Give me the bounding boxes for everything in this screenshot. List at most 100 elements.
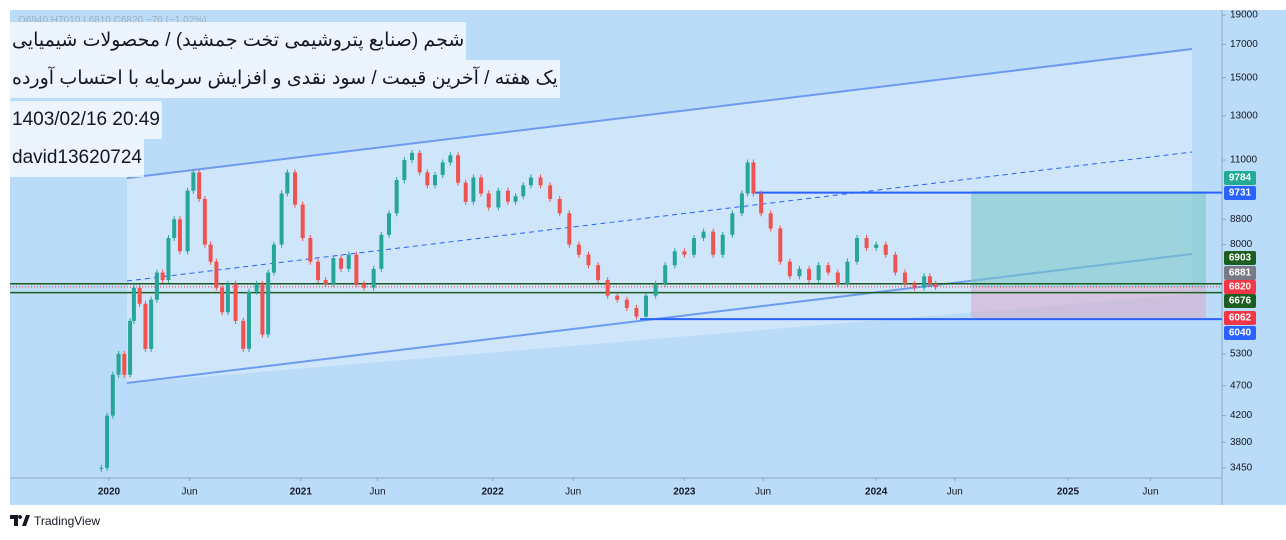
candle: [778, 228, 783, 262]
candle: [751, 162, 756, 194]
candle: [154, 272, 159, 300]
candle: [745, 162, 750, 194]
price-label-box: [1224, 311, 1256, 325]
x-tick-label: 2022: [481, 487, 504, 498]
price-label: 6820: [1229, 282, 1252, 293]
candle: [160, 272, 165, 281]
candle: [653, 283, 658, 296]
candle: [682, 251, 687, 255]
candle: [739, 193, 744, 214]
title: شجم (صنایع پتروشیمی تخت جمشید) / محصولات…: [10, 22, 467, 60]
y-tick-label: 17000: [1230, 39, 1258, 50]
candle: [557, 198, 562, 214]
y-tick-label: 13000: [1230, 110, 1258, 121]
author: david13620724: [10, 139, 144, 177]
candle: [548, 185, 553, 199]
candle: [260, 283, 265, 335]
candle: [479, 177, 484, 194]
candle: [701, 231, 706, 239]
candle: [300, 204, 305, 239]
candle: [387, 213, 392, 235]
price-label-box: [1224, 266, 1256, 280]
x-tick-label: Jun: [181, 487, 197, 498]
candle: [149, 299, 154, 349]
candle: [308, 238, 313, 262]
candle: [927, 276, 932, 284]
profit-zone: [971, 191, 1206, 287]
candle: [912, 283, 917, 288]
x-tick-label: Jun: [755, 487, 771, 498]
candle: [456, 155, 461, 183]
subtitle: یک هفته / آخرین قیمت / سود نقدی و افزایش…: [10, 60, 560, 98]
candle: [254, 283, 259, 292]
candle: [110, 374, 115, 416]
levels: [10, 191, 1222, 321]
y-tick-label: 15000: [1230, 72, 1258, 83]
candle: [720, 234, 725, 255]
candle: [874, 244, 879, 248]
candle: [471, 177, 476, 202]
price-label-box: [1224, 280, 1256, 294]
candle: [644, 295, 649, 317]
candle: [538, 177, 543, 186]
candle: [131, 287, 136, 321]
candle: [521, 185, 526, 197]
candle: [266, 272, 271, 335]
candle: [864, 238, 869, 248]
candle: [208, 244, 213, 262]
candle: [883, 244, 888, 255]
candle: [177, 219, 182, 252]
x-tick-label: Jun: [369, 487, 385, 498]
candle: [191, 172, 196, 191]
y-tick-label: 11000: [1230, 155, 1258, 166]
price-label: 6903: [1229, 253, 1252, 264]
candle: [922, 276, 927, 288]
candle: [797, 268, 802, 277]
candle: [339, 258, 344, 269]
price-label-box: [1224, 294, 1256, 308]
candle: [807, 268, 812, 281]
candle: [128, 320, 133, 375]
candle: [433, 174, 438, 186]
candle: [143, 303, 148, 349]
y-tick-label: 3450: [1230, 462, 1253, 473]
candle: [354, 254, 359, 284]
datetime: 1403/02/16 20:49: [10, 101, 162, 139]
candle: [246, 291, 251, 349]
candle: [513, 196, 518, 202]
x-tick-label: Jun: [565, 487, 581, 498]
candle: [854, 238, 859, 262]
ohlc-legend: O6940 H7010 L6810 C6820 −70 (−1.02%): [18, 15, 207, 26]
candle: [425, 172, 430, 186]
candle: [241, 320, 246, 349]
logo: [10, 515, 30, 526]
x-tick-label: 2025: [1057, 487, 1080, 498]
x-tick-label: Jun: [947, 487, 963, 498]
candle: [933, 283, 938, 287]
candle: [166, 238, 171, 281]
candle: [787, 261, 792, 277]
y-tick-label: 19000: [1230, 10, 1258, 21]
axes: 3450 3800 4200 4700 5300 8000 8800 11000 13000 15…: [98, 10, 1258, 498]
candle: [634, 307, 639, 317]
candle: [730, 213, 735, 235]
candle: [605, 280, 610, 296]
candles: [99, 149, 938, 472]
price-label: 6676: [1229, 296, 1252, 307]
candle: [346, 254, 351, 269]
candle: [233, 283, 238, 321]
candle: [185, 190, 190, 252]
candle: [417, 152, 422, 173]
candle: [220, 287, 225, 313]
candle: [691, 238, 696, 255]
x-tick-label: 2024: [865, 487, 888, 498]
candle: [448, 155, 453, 163]
candle: [271, 244, 276, 273]
candle: [826, 265, 831, 273]
y-tick-label: 4200: [1230, 410, 1253, 421]
candle: [371, 268, 376, 288]
channel-midline: [126, 151, 1193, 282]
price-label: 6040: [1229, 328, 1252, 339]
candle: [816, 265, 821, 281]
